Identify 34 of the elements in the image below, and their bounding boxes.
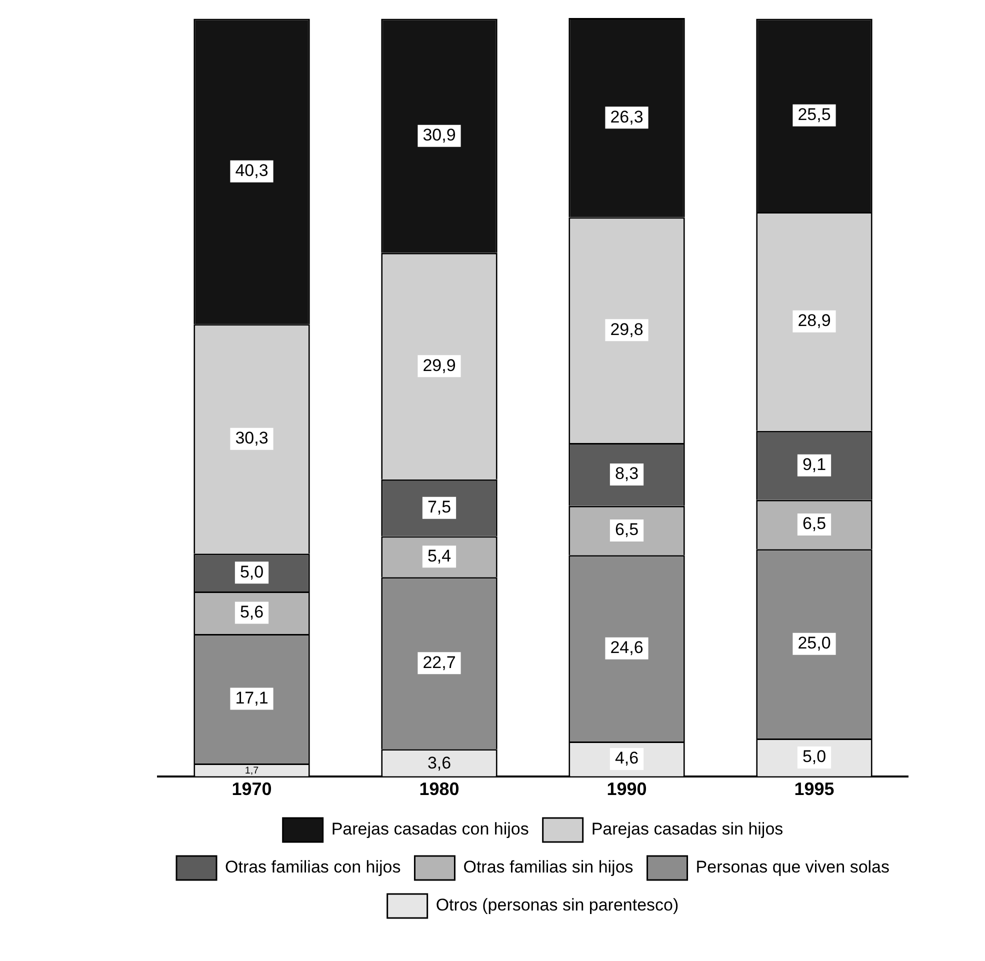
legend-label: Personas que viven solas <box>696 858 890 877</box>
data-label: 25,5 <box>798 105 831 124</box>
data-label: 30,3 <box>235 428 268 448</box>
data-label: 29,9 <box>422 356 456 375</box>
data-label: 4,6 <box>614 748 639 768</box>
legend-label: Parejas casadas con hijos <box>331 820 529 839</box>
data-label: 5,0 <box>802 747 826 766</box>
legend-label: Otras familias con hijos <box>225 858 401 877</box>
x-tick-label: 1990 <box>606 779 647 800</box>
data-label: 29,8 <box>610 320 644 339</box>
data-label: 6,5 <box>802 514 826 534</box>
x-tick-label: 1995 <box>794 779 834 800</box>
data-label: 8,3 <box>614 464 639 484</box>
data-label: 9,1 <box>802 455 826 474</box>
legend-label: Otros (personas sin parentesco) <box>436 896 679 915</box>
data-label: 17,1 <box>235 688 268 708</box>
data-label: 7,5 <box>427 498 452 517</box>
data-label: 40,3 <box>235 161 268 180</box>
x-tick-label: 1970 <box>232 779 272 800</box>
data-label: 30,9 <box>422 126 456 144</box>
data-label: 5,4 <box>427 546 452 566</box>
data-label: 5,6 <box>240 602 264 622</box>
data-label: 5,0 <box>240 562 264 582</box>
legend-label: Parejas casadas sin hijos <box>591 820 784 839</box>
data-label: 26,3 <box>610 107 644 126</box>
data-label: 22,7 <box>422 652 456 672</box>
data-label: 28,9 <box>798 311 831 330</box>
legend-label: Otras familias sin hijos <box>463 858 634 877</box>
data-label: 24,6 <box>610 638 644 658</box>
data-label: 3,6 <box>427 753 452 772</box>
data-label: 6,5 <box>614 520 639 540</box>
x-tick-label: 1980 <box>419 779 460 800</box>
data-label: 1,7 <box>244 766 259 777</box>
data-label: 25,0 <box>798 634 831 652</box>
